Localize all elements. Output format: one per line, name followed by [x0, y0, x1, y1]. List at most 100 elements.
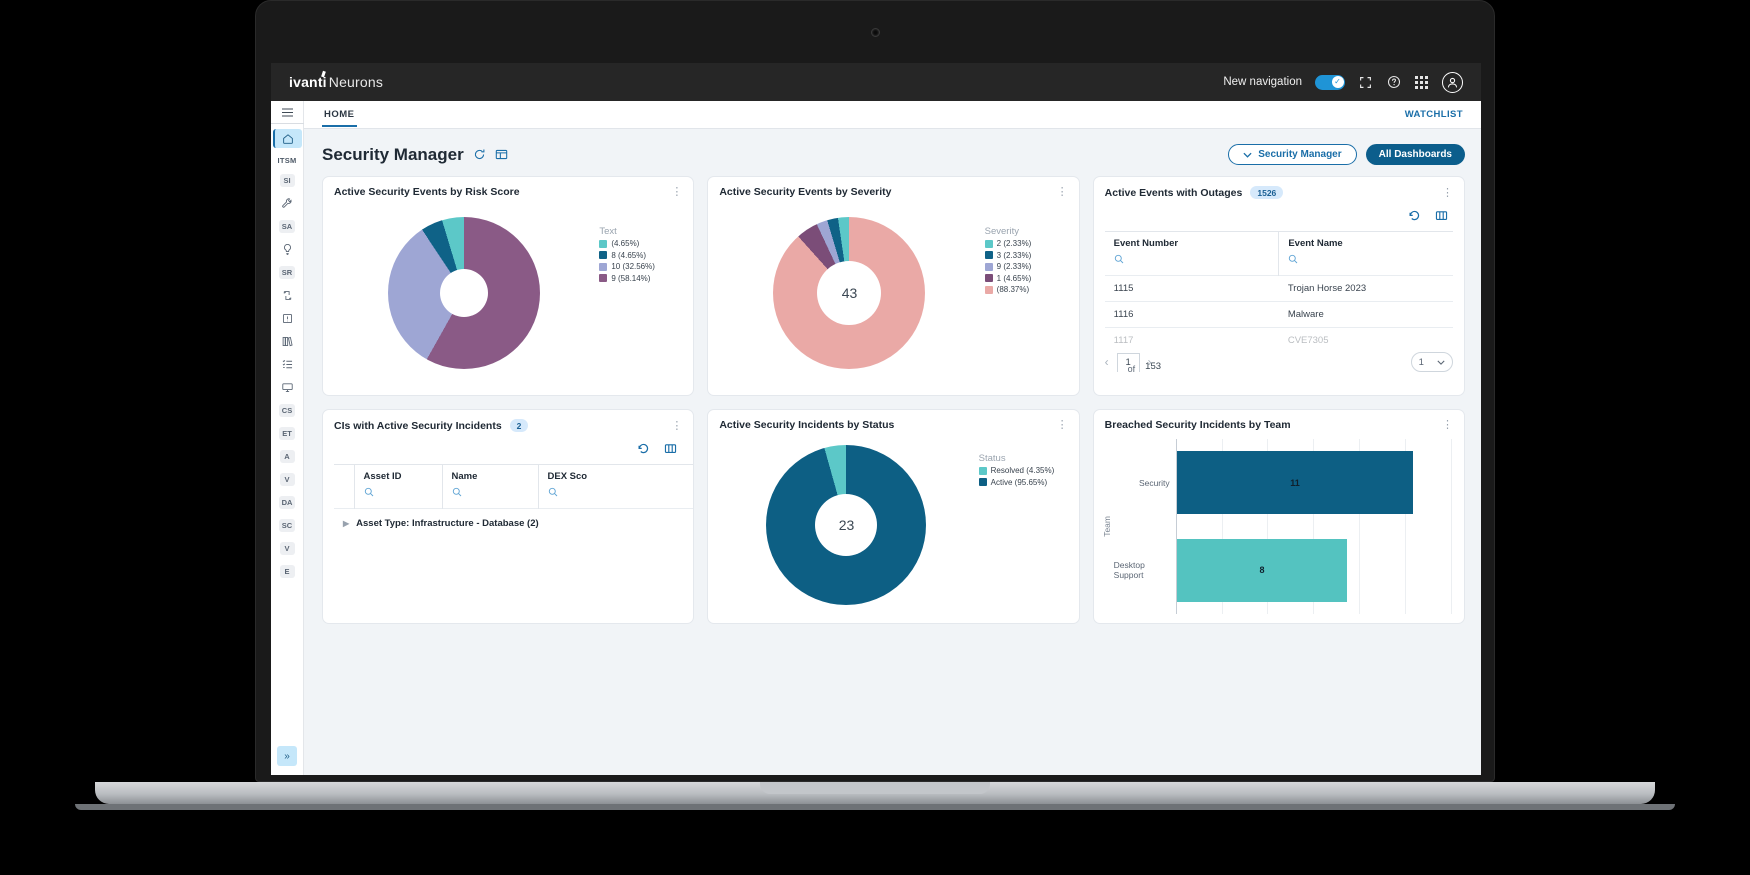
sidebar-item-sa[interactable]: SA	[278, 220, 296, 233]
sidebar-badge-label: SC	[278, 519, 296, 532]
sidebar-item-si[interactable]: SI	[279, 174, 295, 187]
card-header: Active Events with Outages 1526 ⋮	[1094, 177, 1464, 199]
search-icon[interactable]	[1114, 254, 1124, 267]
sidebar-badge-label: SR	[278, 266, 296, 279]
apps-grid-icon[interactable]	[1414, 75, 1429, 90]
undo-icon[interactable]	[637, 442, 650, 460]
search-cell[interactable]	[1104, 251, 1280, 276]
sidebar-item-e[interactable]: E	[279, 565, 295, 578]
column-header-asset-id[interactable]: Asset ID	[354, 464, 443, 484]
bar-security[interactable]: 11	[1176, 451, 1414, 515]
table-tools	[1094, 199, 1464, 231]
sidebar-item-checklist[interactable]	[281, 358, 294, 371]
card-title: Active Events with Outages	[1104, 186, 1243, 199]
columns-icon[interactable]	[1435, 209, 1448, 227]
fullscreen-icon[interactable]	[1358, 75, 1373, 90]
undo-icon[interactable]	[1408, 209, 1421, 227]
legend-item[interactable]: (4.65%)	[599, 239, 685, 248]
hamburger-menu-icon[interactable]	[271, 101, 304, 124]
sidebar-item-sc[interactable]: SC	[278, 519, 296, 532]
search-icon[interactable]	[364, 487, 374, 500]
legend-item[interactable]: 9 (58.14%)	[599, 274, 685, 283]
sidebar-item-books[interactable]	[281, 335, 294, 348]
column-header-select	[334, 464, 355, 484]
card-menu-icon[interactable]: ⋮	[1442, 186, 1453, 199]
sidebar-item-monitor[interactable]	[281, 381, 294, 394]
card-menu-icon[interactable]: ⋮	[1056, 419, 1068, 431]
legend-item[interactable]: 8 (4.65%)	[599, 251, 685, 260]
all-dashboards-button[interactable]: All Dashboards	[1365, 144, 1465, 165]
search-icon[interactable]	[548, 487, 558, 500]
bar-slot: 11	[1176, 439, 1452, 527]
column-header-dex-score[interactable]: DEX Sco	[538, 464, 694, 484]
table-row[interactable]: 1116 Malware	[1104, 301, 1453, 328]
new-navigation-toggle[interactable]: ✓	[1315, 74, 1345, 90]
layout-icon[interactable]	[495, 148, 508, 161]
legend-item[interactable]: 10 (32.56%)	[599, 262, 685, 271]
tab-home[interactable]: HOME	[322, 103, 357, 127]
legend-item[interactable]: 2 (2.33%)	[984, 239, 1071, 248]
legend-item[interactable]: Resolved (4.35%)	[978, 466, 1071, 475]
tab-bar: HOME WATCHLIST	[304, 101, 1481, 129]
page-size-select[interactable]: 1	[1411, 352, 1453, 372]
legend-item[interactable]: (88.37%)	[984, 285, 1071, 294]
search-icon[interactable]	[1288, 254, 1298, 267]
table-row[interactable]: 1115 Trojan Horse 2023	[1104, 275, 1453, 302]
legend-item[interactable]: 9 (2.33%)	[984, 262, 1071, 271]
column-header-event-number[interactable]: Event Number	[1104, 231, 1280, 251]
chevron-right-icon[interactable]: ▶	[343, 519, 350, 528]
legend-item[interactable]: 1 (4.65%)	[984, 274, 1071, 283]
help-icon[interactable]	[1386, 75, 1401, 90]
search-icon[interactable]	[452, 487, 462, 500]
search-cell[interactable]	[538, 484, 693, 509]
sidebar-item-a[interactable]: A	[279, 450, 295, 463]
next-page-icon[interactable]: ›	[1147, 355, 1152, 369]
bar-desktop-support[interactable]: 8	[1176, 538, 1348, 602]
card-menu-icon[interactable]: ⋮	[671, 419, 683, 432]
legend-label: (4.65%)	[611, 239, 640, 248]
legend-label: Resolved (4.35%)	[990, 466, 1055, 475]
sidebar-item-home[interactable]	[272, 129, 302, 148]
chart-area: 23 Status Resolved (4.35%) Active (95.65…	[708, 431, 1078, 622]
donut-chart-status[interactable]: 23	[766, 445, 927, 605]
search-cell[interactable]	[354, 484, 443, 509]
columns-icon[interactable]	[664, 442, 677, 460]
table-row[interactable]: 1117 CVE7305	[1104, 327, 1453, 346]
column-header-name[interactable]: Name	[442, 464, 539, 484]
pie-chart-risk-score[interactable]	[388, 217, 541, 369]
sidebar-item-lightbulb[interactable]	[281, 243, 294, 256]
table-group-row[interactable]: ▶ Asset Type: Infrastructure - Database (…	[334, 508, 694, 538]
sidebar-item-alert[interactable]	[281, 312, 294, 325]
page-number-input[interactable]: 1	[1116, 352, 1140, 372]
sidebar-expand-icon[interactable]: »	[277, 746, 297, 766]
bar-value-label: 11	[1290, 477, 1300, 488]
refresh-icon[interactable]	[473, 148, 486, 161]
brand-logo[interactable]: ivanti Neurons	[289, 74, 383, 90]
watchlist-link[interactable]: WATCHLIST	[1404, 109, 1463, 120]
sidebar-item-refresh[interactable]	[281, 289, 294, 302]
card-menu-icon[interactable]: ⋮	[671, 186, 683, 198]
search-cell[interactable]	[442, 484, 539, 509]
grid-line	[1360, 439, 1407, 614]
sidebar-badge-label: SI	[279, 174, 295, 187]
legend-item[interactable]: 3 (2.33%)	[984, 251, 1071, 260]
donut-chart-severity[interactable]: 43	[773, 217, 926, 369]
column-header-event-name[interactable]: Event Name	[1278, 231, 1453, 251]
chevron-down-icon	[1437, 360, 1445, 365]
dashboard-selector-button[interactable]: Security Manager	[1228, 144, 1357, 165]
card-menu-icon[interactable]: ⋮	[1442, 419, 1453, 431]
sidebar-item-v2[interactable]: V	[279, 542, 295, 555]
user-avatar[interactable]	[1442, 71, 1463, 93]
sidebar-item-sr[interactable]: SR	[278, 266, 296, 279]
prev-page-icon[interactable]: ‹	[1104, 355, 1109, 369]
sidebar-item-v[interactable]: V	[279, 473, 295, 486]
sidebar-item-cs[interactable]: CS	[278, 404, 296, 417]
sidebar-item-wrench[interactable]	[281, 197, 294, 210]
search-cell[interactable]	[1279, 251, 1453, 276]
legend-item[interactable]: Active (95.65%)	[978, 478, 1071, 487]
sidebar-item-et[interactable]: ET	[279, 427, 295, 440]
card-menu-icon[interactable]: ⋮	[1056, 186, 1068, 198]
record-count-badge: 1526	[1250, 186, 1284, 199]
sidebar-item-da[interactable]: DA	[278, 496, 296, 509]
pager-total-pages: 153	[1145, 360, 1162, 372]
